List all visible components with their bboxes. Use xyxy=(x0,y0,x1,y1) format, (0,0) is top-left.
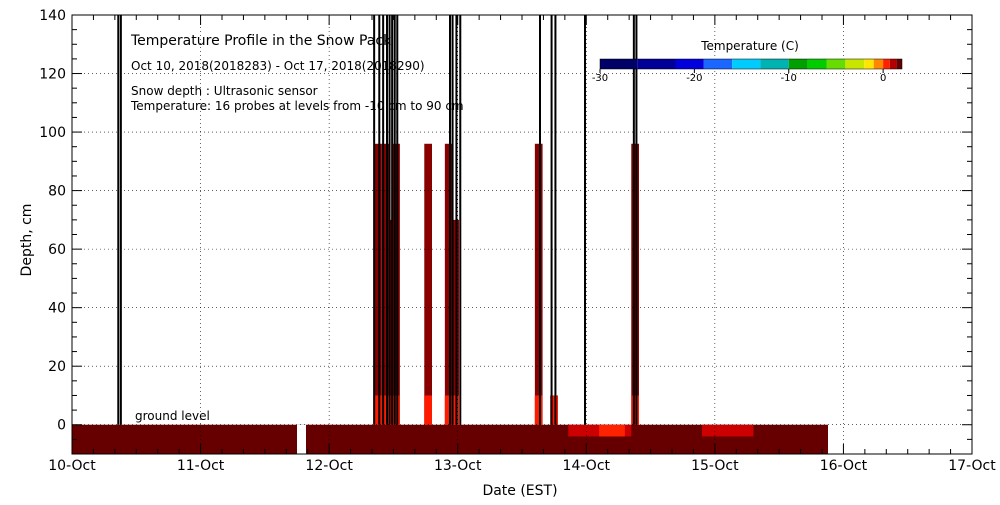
field-gap-0 xyxy=(297,424,306,454)
colorbar-frame xyxy=(599,58,903,70)
probe-warm-band-5 xyxy=(424,395,432,425)
probe-column-1 xyxy=(374,143,382,425)
colorbar-band-9 xyxy=(845,59,865,69)
colorbar: Temperature (C) -30 -20 -10 0 xyxy=(592,39,903,84)
probe-column-4 xyxy=(392,143,400,425)
note-snow-depth: Snow depth : Ultrasonic sensor xyxy=(131,84,318,98)
ground-temperature-field xyxy=(72,424,828,454)
probe-events xyxy=(374,143,639,425)
probe-warm-band-4 xyxy=(392,395,400,425)
y-tick-label-3: 60 xyxy=(48,242,66,258)
colorbar-band-13 xyxy=(889,59,897,69)
chart-subtitle: Oct 10, 2018(2018283) - Oct 17, 2018(201… xyxy=(131,59,425,73)
colorbar-band-1 xyxy=(637,59,676,69)
warm-patch-1 xyxy=(599,424,625,437)
colorbar-band-11 xyxy=(873,59,884,69)
probe-column-2 xyxy=(381,143,390,425)
y-tick-label-2: 40 xyxy=(48,301,66,317)
y-tick-label-7: 140 xyxy=(39,8,66,24)
y-tick-label-6: 120 xyxy=(39,67,66,83)
probe-warm-band-3 xyxy=(387,395,395,425)
y-tick-label-1: 20 xyxy=(48,359,66,375)
probe-column-8 xyxy=(534,143,543,425)
probe-warm-band-2 xyxy=(381,395,390,425)
probe-column-7 xyxy=(451,219,459,425)
colorbar-tick-label-2: -10 xyxy=(781,73,797,84)
x-tick-label-1: 11-Oct xyxy=(177,458,225,474)
colorbar-title: Temperature (C) xyxy=(700,39,799,53)
colorbar-band-14 xyxy=(896,59,902,69)
probe-warm-band-6 xyxy=(444,395,453,425)
colorbar-bands xyxy=(599,58,903,70)
x-tick-label-7: 17-Oct xyxy=(948,458,996,474)
axis-ticks xyxy=(71,14,973,455)
note-temperature: Temperature: 16 probes at levels from -1… xyxy=(130,99,464,113)
colorbar-tick-labels: -30 -20 -10 0 xyxy=(592,69,886,84)
x-tick-label-3: 13-Oct xyxy=(434,458,482,474)
y-tick-labels: 0 20 40 60 80 100 120 140 xyxy=(39,8,66,434)
x-tick-label-2: 12-Oct xyxy=(305,458,353,474)
snow-depth-spikes xyxy=(117,15,638,425)
colorbar-band-5 xyxy=(760,59,789,69)
colorbar-tick-label-1: -20 xyxy=(686,73,702,84)
grid xyxy=(72,15,972,454)
probe-column-10 xyxy=(631,143,639,425)
probe-column-5 xyxy=(424,143,432,425)
warm-patch-2 xyxy=(702,424,754,437)
colorbar-band-7 xyxy=(807,59,827,69)
x-tick-label-4: 14-Oct xyxy=(563,458,611,474)
x-tick-label-6: 16-Oct xyxy=(820,458,868,474)
x-tick-label-5: 15-Oct xyxy=(691,458,739,474)
y-axis-label: Depth, cm xyxy=(19,204,35,277)
chart-header: Temperature Profile in the Snow Pack Oct… xyxy=(130,33,464,113)
y-tick-label-0: 0 xyxy=(57,418,66,434)
colorbar-band-2 xyxy=(675,59,704,69)
probe-column-3 xyxy=(387,219,395,425)
colorbar-tick-label-0: -30 xyxy=(592,73,608,84)
ground-level-label: ground level xyxy=(135,409,210,423)
colorbar-band-10 xyxy=(864,59,874,69)
colorbar-tick-label-3: 0 xyxy=(880,73,886,84)
colorbar-band-0 xyxy=(600,59,638,69)
plot-frame xyxy=(71,14,973,455)
probe-warm-band-8 xyxy=(534,395,543,425)
y-tick-label-5: 100 xyxy=(39,125,66,141)
probe-column-6 xyxy=(444,143,453,425)
colorbar-band-3 xyxy=(703,59,733,69)
probe-warm-band-1 xyxy=(374,395,382,425)
y-tick-label-4: 80 xyxy=(48,184,66,200)
probe-warm-band-10 xyxy=(631,395,639,425)
chart-title: Temperature Profile in the Snow Pack xyxy=(130,33,392,49)
x-tick-labels: 10-Oct 11-Oct 12-Oct 13-Oct 14-Oct 15-Oct 16-O… xyxy=(48,458,996,474)
colorbar-band-8 xyxy=(826,59,846,69)
colorbar-band-6 xyxy=(788,59,808,69)
probe-warm-band-9 xyxy=(550,395,558,425)
x-axis-label: Date (EST) xyxy=(482,483,557,499)
x-tick-label-0: 10-Oct xyxy=(48,458,96,474)
colorbar-band-12 xyxy=(883,59,890,69)
colorbar-band-4 xyxy=(732,59,761,69)
probe-warm-band-7 xyxy=(451,395,459,425)
